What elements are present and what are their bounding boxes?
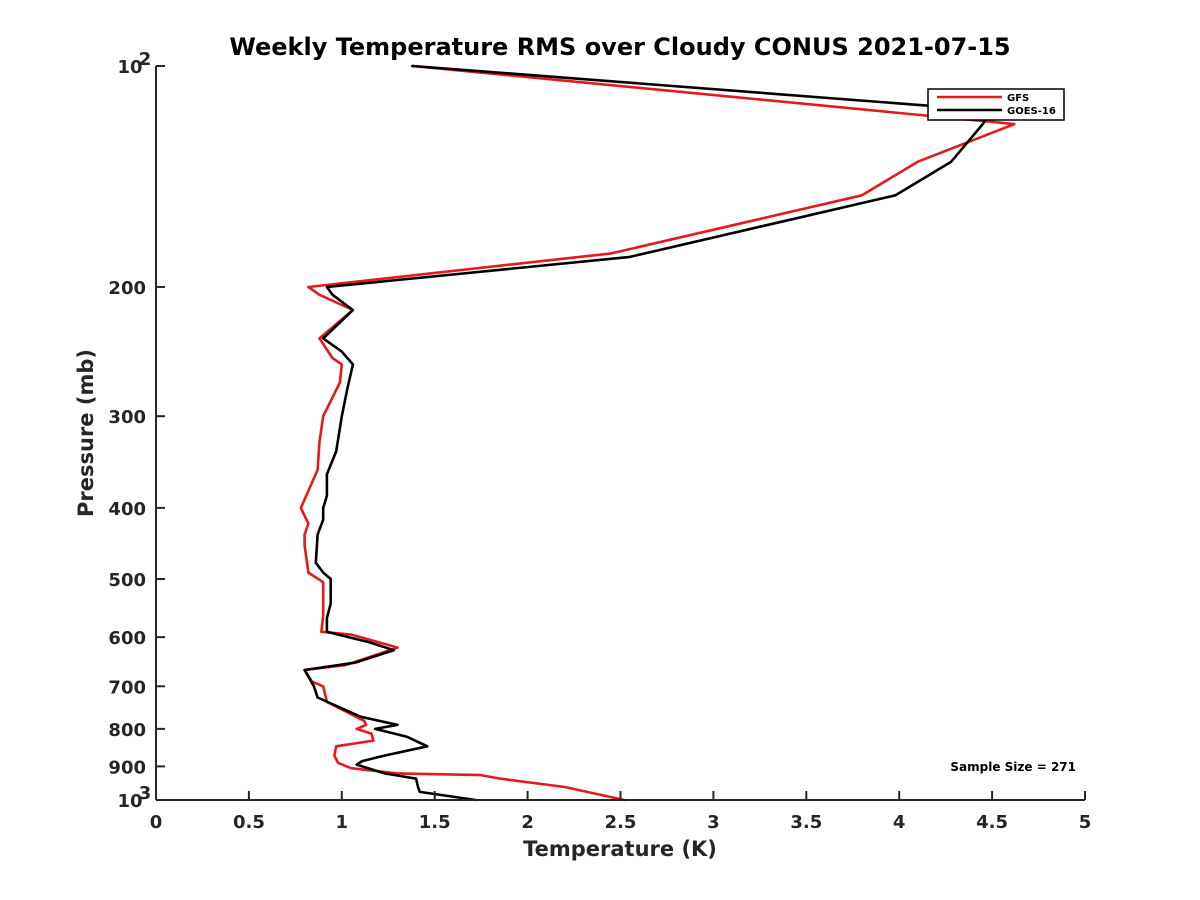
y-tick-label: 700 xyxy=(108,677,146,698)
x-tick-label: 2.5 xyxy=(605,812,637,833)
x-tick-label: 0 xyxy=(150,812,163,833)
y-tick-label: 500 xyxy=(108,570,146,591)
x-tick-label: 0.5 xyxy=(233,812,265,833)
y-tick-label: 10 xyxy=(117,57,142,78)
x-tick-label: 1 xyxy=(336,812,349,833)
x-tick-label: 5 xyxy=(1079,812,1092,833)
legend-label-2: GOES-16 xyxy=(1007,106,1056,117)
y-tick-label: 200 xyxy=(108,278,146,299)
series-layer xyxy=(299,64,1016,802)
y-tick-label: 600 xyxy=(108,628,146,649)
y-tick-label-exponent: 2 xyxy=(139,49,152,70)
series-line-2 xyxy=(303,64,994,802)
y-axis-label: Pressure (mb) xyxy=(74,349,98,517)
legend-label-1: GFS xyxy=(1007,93,1029,104)
y-tick-label: 400 xyxy=(108,499,146,520)
x-tick-label: 3 xyxy=(707,812,720,833)
y-tick-label: 10 xyxy=(117,791,142,812)
sample-size-annotation: Sample Size = 271 xyxy=(950,760,1076,774)
legend-box xyxy=(927,88,1065,121)
x-tick-label: 2 xyxy=(521,812,534,833)
x-tick-label: 1.5 xyxy=(419,812,451,833)
x-tick-label: 3.5 xyxy=(790,812,822,833)
chart-title: Weekly Temperature RMS over Cloudy CONUS… xyxy=(229,33,1010,61)
x-tick-label: 4 xyxy=(893,812,906,833)
y-tick-label: 800 xyxy=(108,720,146,741)
legend: GFS GOES-16 xyxy=(927,88,1065,121)
y-tick-label-exponent: 3 xyxy=(139,783,152,804)
x-tick-label: 4.5 xyxy=(976,812,1008,833)
x-axis-label: Temperature (K) xyxy=(523,837,717,861)
y-tick-label: 300 xyxy=(108,407,146,428)
y-tick-label: 900 xyxy=(108,757,146,778)
ticks-layer: 0 0.5 1 1.5 2 2.5 3 3.5 4 4.5 51022003004005006007… xyxy=(108,49,1091,833)
